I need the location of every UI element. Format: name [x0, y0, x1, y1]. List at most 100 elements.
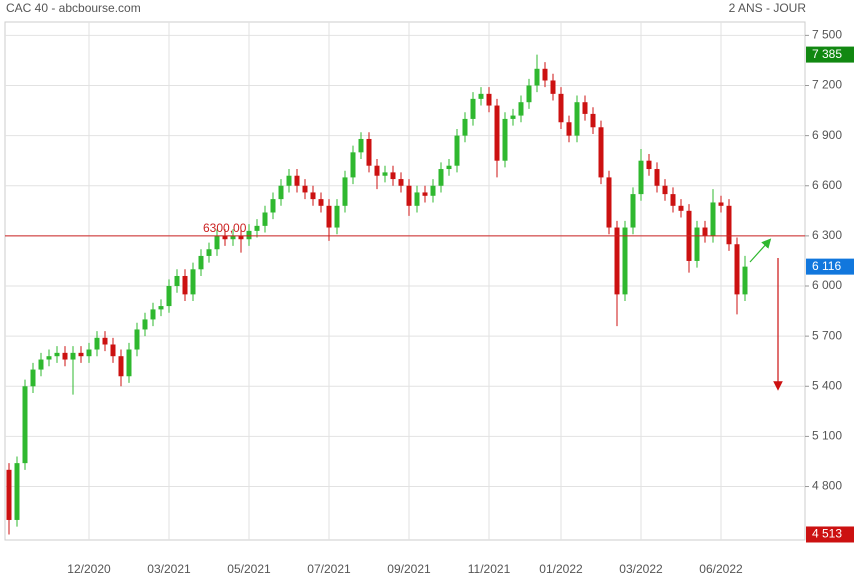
candle-body: [670, 194, 676, 206]
candle-body: [630, 194, 636, 228]
candle-body: [262, 212, 268, 226]
candle-body: [518, 102, 524, 116]
candle-body: [126, 349, 132, 377]
candle-body: [582, 102, 588, 114]
candle-body: [398, 179, 404, 186]
candle-body: [318, 199, 324, 206]
y-tick-label: 7 500: [812, 28, 842, 42]
candle-body: [118, 356, 124, 377]
candle-body: [470, 98, 476, 119]
reference-label: 6300,00: [203, 221, 247, 235]
candle-body: [662, 185, 668, 195]
candle-body: [286, 175, 292, 186]
candle-body: [214, 235, 220, 250]
candle-body: [422, 192, 428, 196]
candle-body: [222, 235, 228, 240]
candle-body: [382, 172, 388, 176]
candle-body: [430, 185, 436, 196]
candle-body: [638, 160, 644, 195]
candle-body: [438, 169, 444, 186]
value-marker: [806, 258, 854, 275]
candle-body: [646, 160, 652, 170]
candle-body: [86, 349, 92, 357]
y-tick-label: 5 700: [812, 328, 842, 342]
candle-body: [206, 249, 212, 256]
candle-body: [454, 135, 460, 166]
value-marker-label: 7 385: [812, 47, 842, 61]
candle-body: [94, 337, 100, 350]
candle-body: [654, 169, 660, 186]
candle-body: [198, 255, 204, 270]
x-tick-label: 06/2022: [699, 562, 743, 576]
candle-body: [46, 356, 52, 360]
x-tick-label: 03/2022: [619, 562, 663, 576]
candle-body: [526, 85, 532, 103]
up-arrow: [749, 238, 772, 263]
candle-body: [622, 227, 628, 295]
y-tick-label: 6 600: [812, 178, 842, 192]
candle-body: [590, 113, 596, 128]
candle-body: [326, 205, 332, 228]
candle-body: [390, 172, 396, 180]
candle-body: [494, 105, 500, 161]
x-tick-label: 12/2020: [67, 562, 111, 576]
y-tick-label: 4 800: [812, 479, 842, 493]
y-tick-label: 6 900: [812, 128, 842, 142]
candle-body: [190, 269, 196, 295]
candle-body: [534, 68, 540, 86]
y-tick-label: 5 100: [812, 429, 842, 443]
x-tick-label: 05/2021: [227, 562, 271, 576]
candle-body: [462, 118, 468, 136]
chart-subtitle: 2 ANS - JOUR: [729, 1, 807, 15]
candle-body: [134, 329, 140, 350]
value-marker-label: 6 116: [812, 259, 841, 273]
y-tick-label: 7 200: [812, 78, 842, 92]
candle-body: [166, 286, 172, 307]
value-marker: [806, 526, 854, 543]
candle-body: [742, 266, 748, 295]
candle-body: [374, 165, 380, 176]
candle-body: [30, 369, 36, 387]
candle-body: [726, 205, 732, 245]
candle-body: [366, 138, 372, 166]
candle-body: [694, 227, 700, 261]
candle-body: [478, 93, 484, 99]
y-tick-label: 6 000: [812, 278, 842, 292]
candle-body: [182, 275, 188, 295]
candle-body: [294, 175, 300, 186]
candle-body: [270, 199, 276, 213]
x-tick-label: 07/2021: [307, 562, 351, 576]
candle-body: [302, 185, 308, 193]
candle-body: [62, 352, 68, 360]
candle-body: [446, 165, 452, 170]
chart-title: CAC 40 - abcbourse.com: [6, 1, 141, 15]
candle-body: [734, 244, 740, 295]
candle-body: [174, 275, 180, 287]
x-tick-label: 03/2021: [147, 562, 191, 576]
value-marker-label: 4 513: [812, 527, 842, 541]
candle-body: [22, 386, 28, 464]
plot-area: [4, 21, 806, 541]
candle-body: [710, 202, 716, 236]
candle-body: [78, 352, 84, 357]
x-tick-label: 11/2021: [468, 562, 511, 576]
candle-body: [678, 205, 684, 211]
candle-body: [334, 205, 340, 228]
candle-body: [150, 309, 156, 320]
candle-body: [14, 463, 20, 520]
candle-body: [38, 359, 44, 370]
candle-body: [406, 185, 412, 206]
candle-body: [246, 230, 252, 240]
candle-body: [254, 225, 260, 231]
candle-body: [614, 227, 620, 295]
candle-body: [486, 93, 492, 106]
candle-body: [342, 177, 348, 206]
candle-body: [102, 337, 108, 345]
candle-body: [502, 118, 508, 161]
y-tick-label: 5 400: [812, 378, 842, 392]
y-tick-label: 6 300: [812, 228, 842, 242]
candle-body: [550, 80, 556, 94]
candle-body: [54, 352, 60, 357]
candle-body: [70, 352, 76, 360]
